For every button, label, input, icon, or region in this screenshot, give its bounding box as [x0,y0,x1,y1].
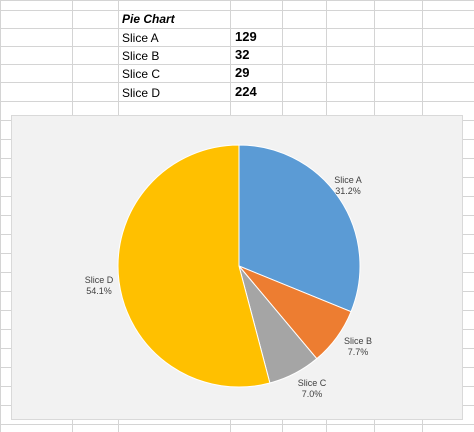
row-value-slice-a[interactable]: 129 [235,29,257,44]
pie-chart[interactable]: Slice A31.2% Slice B7.7% Slice C7.0% Slice … [12,116,464,421]
data-label-percent-3: 7.0% [302,389,323,399]
row-label-slice-d[interactable]: Slice D [122,86,161,100]
data-label-name-1: Slice A [334,175,362,185]
row-value-slice-c[interactable]: 29 [235,65,250,80]
chart-area[interactable]: Slice A 31.2% Slice B 7.7% Slice C 7.0% Slice … [11,115,463,420]
data-label-percent-1: 31.2% [335,186,361,196]
pie-slice-slice-a[interactable] [238,144,361,313]
row-value-slice-d[interactable]: 224 [235,84,257,99]
data-label-name-2: Slice B [344,336,372,346]
data-label-name-4: Slice D [85,275,114,285]
data-label-percent-4: 54.1% [86,286,112,296]
pie-slice-slice-d[interactable] [117,144,271,388]
table-title[interactable]: Pie Chart [122,12,175,26]
row-label-slice-c[interactable]: Slice C [122,67,161,81]
row-label-slice-b[interactable]: Slice B [122,49,160,63]
row-value-slice-b[interactable]: 32 [235,47,250,62]
row-label-slice-a[interactable]: Slice A [122,31,159,45]
data-label-percent-2: 7.7% [348,347,369,357]
data-label-name-3: Slice C [298,378,327,388]
